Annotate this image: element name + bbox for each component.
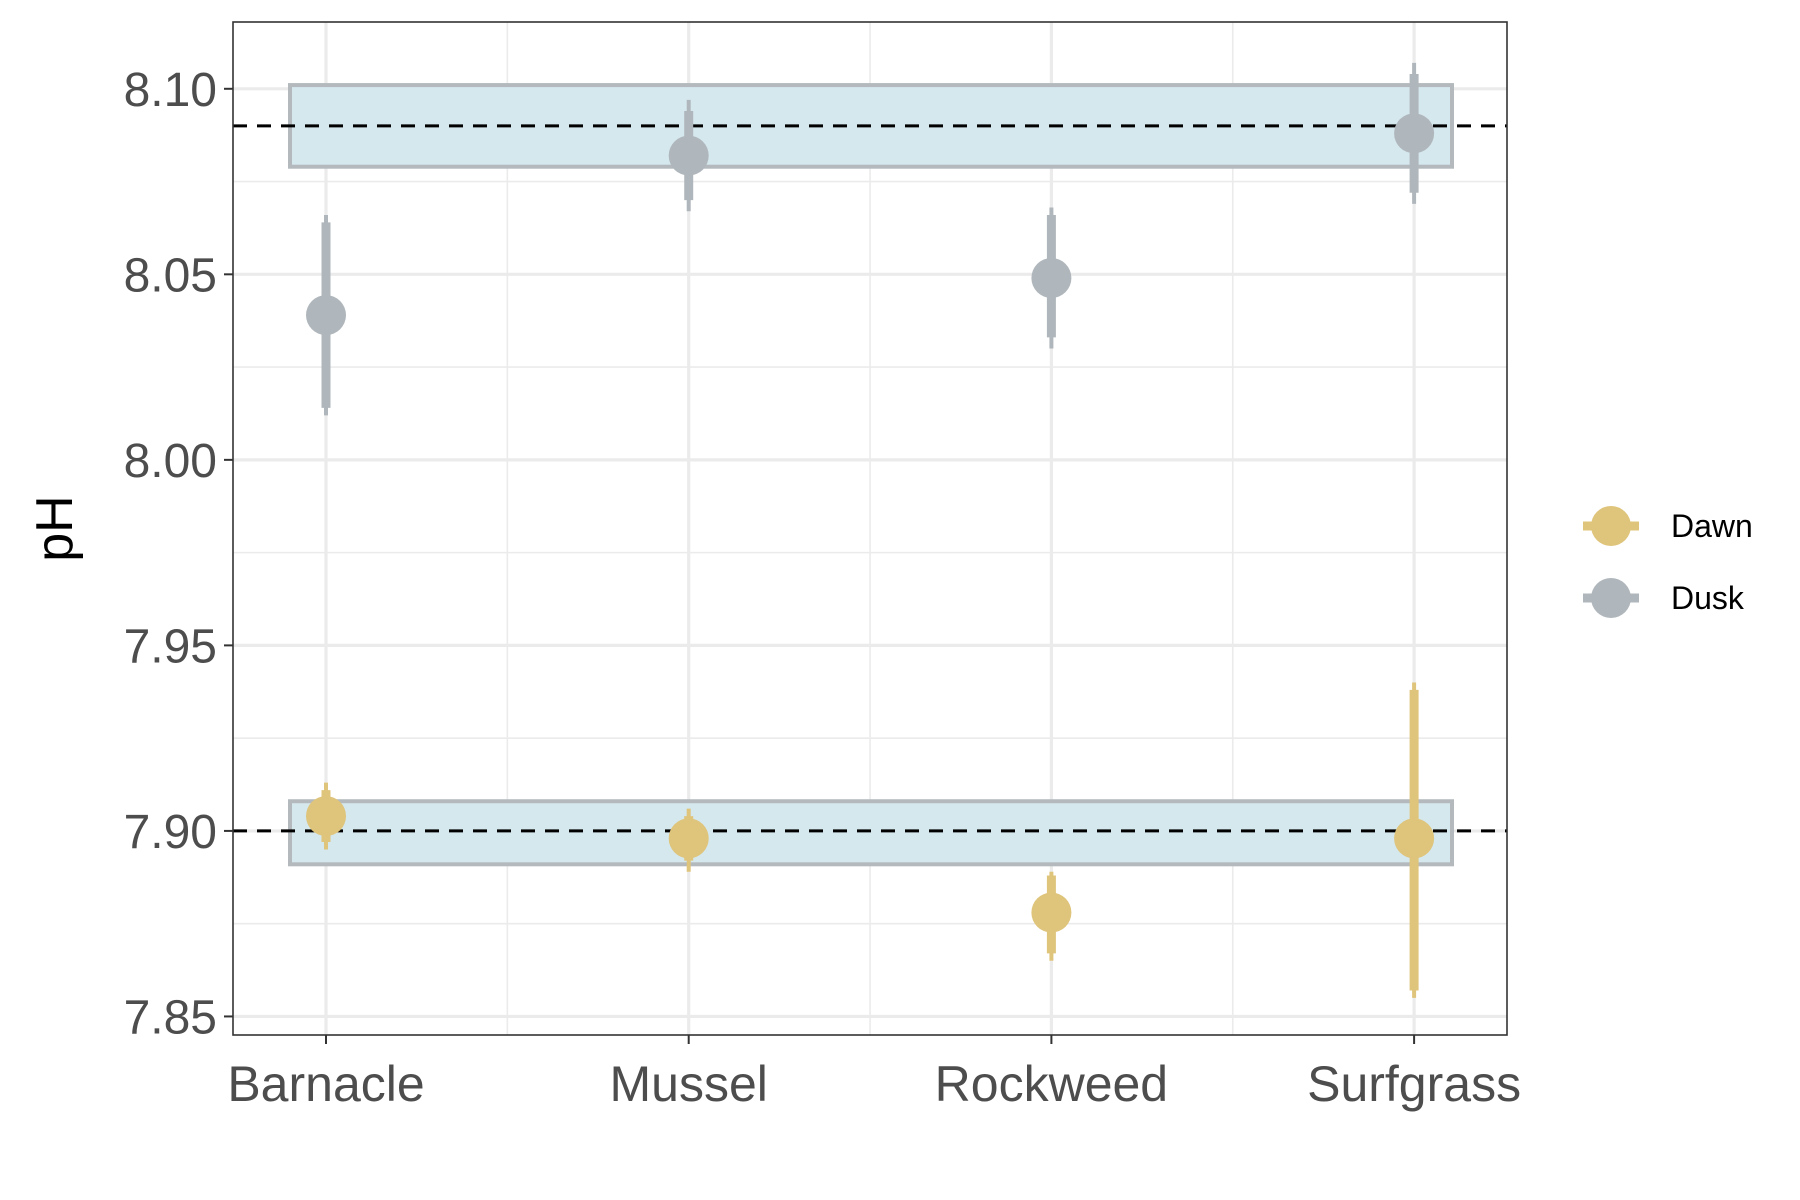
y-tick-label: 7.90 (124, 806, 217, 859)
dusk-point (668, 135, 709, 176)
dawn-legend-key (1591, 506, 1631, 546)
reference-bands (288, 83, 1454, 867)
x-tick-label: Mussel (610, 1056, 768, 1112)
y-tick-label: 8.10 (124, 64, 217, 117)
dawn-legend-label: Dawn (1671, 508, 1753, 544)
y-tick-label: 8.00 (124, 435, 217, 488)
reference-lines (233, 124, 1507, 833)
legend: Dawn Dusk (1583, 506, 1753, 618)
x-tick-label: Rockweed (935, 1056, 1168, 1112)
dawn-point (306, 796, 346, 837)
y-tick-label: 8.05 (124, 249, 217, 302)
x-tick-labels: Barnacle Mussel Rockweed Surfgrass (227, 1056, 1521, 1112)
dusk-legend-key (1591, 578, 1631, 618)
y-tick-labels: 7.85 7.90 7.95 8.00 8.05 8.10 (124, 64, 217, 1045)
dusk-point (306, 295, 346, 336)
dawn-point (668, 818, 709, 859)
dawn-point (1394, 818, 1435, 859)
panel-border (232, 21, 1508, 1036)
y-tick-label: 7.85 (124, 991, 217, 1044)
dusk-legend-label: Dusk (1671, 580, 1745, 616)
dawn-point (1031, 892, 1072, 933)
x-tick-label: Surfgrass (1307, 1056, 1521, 1112)
y-tick-label: 7.95 (124, 620, 217, 673)
dusk-point (1394, 113, 1435, 154)
minor-gridlines (233, 22, 1507, 1035)
dusk-point (1031, 258, 1072, 299)
axis-ticks (224, 87, 1416, 1044)
data-marks (306, 62, 1435, 998)
dawn-band (288, 799, 1454, 867)
x-tick-label: Barnacle (227, 1056, 424, 1112)
y-axis-title: pH (26, 495, 84, 561)
